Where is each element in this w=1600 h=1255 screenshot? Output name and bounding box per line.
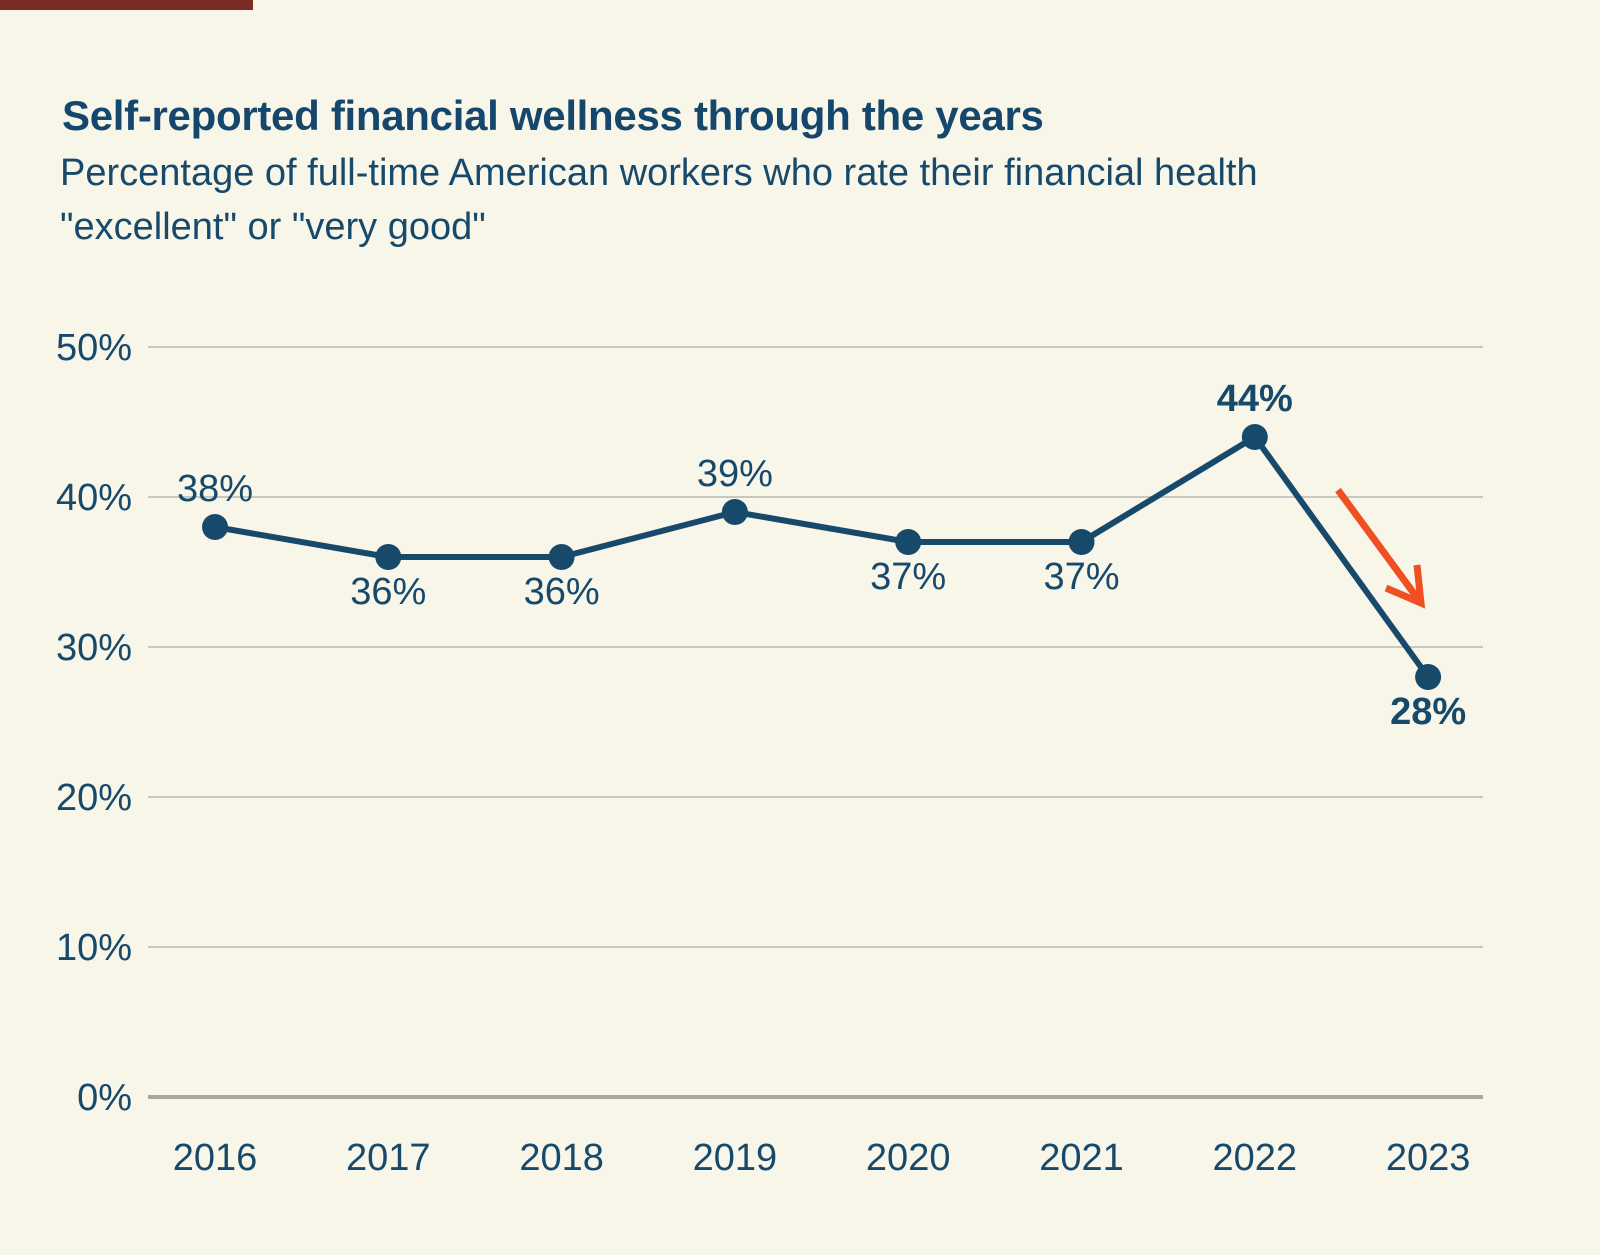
data-point-2022	[1241, 424, 1268, 450]
data-point-2016	[202, 514, 228, 540]
data-label-2023: 28%	[1390, 691, 1466, 733]
x-axis-label-2021: 2021	[1039, 1137, 1124, 1179]
x-axis-label-2020: 2020	[866, 1137, 951, 1179]
y-axis-label-30%: 30%	[56, 627, 132, 669]
x-axis-label-2018: 2018	[519, 1137, 604, 1179]
y-axis-label-50%: 50%	[56, 327, 132, 369]
data-label-2021: 37%	[1043, 556, 1119, 598]
y-axis-label-40%: 40%	[56, 477, 132, 519]
data-label-2019: 39%	[697, 453, 773, 495]
chart-subtitle: Percentage of full-time American workers…	[60, 146, 1258, 254]
data-point-2023	[1415, 664, 1442, 690]
data-label-2018: 36%	[524, 571, 600, 613]
chart-subtitle-line-1: Percentage of full-time American workers…	[60, 152, 1258, 194]
y-axis-label-20%: 20%	[56, 777, 132, 819]
data-label-2022: 44%	[1217, 378, 1293, 420]
data-point-2020	[895, 529, 922, 555]
data-point-2017	[375, 544, 402, 570]
data-point-2018	[548, 544, 575, 570]
data-point-2021	[1068, 529, 1095, 555]
chart-subtitle-line-2: "excellent" or "very good"	[60, 206, 486, 248]
x-axis-label-2022: 2022	[1213, 1137, 1298, 1179]
data-point-2019	[721, 499, 748, 525]
data-label-2017: 36%	[350, 571, 426, 613]
data-label-2020: 37%	[870, 556, 946, 598]
data-label-2016: 38%	[177, 468, 253, 510]
chart-title: Self-reported financial wellness through…	[62, 92, 1044, 140]
x-axis-label-2019: 2019	[693, 1137, 778, 1179]
y-axis-label-10%: 10%	[56, 927, 132, 969]
decline-arrow-icon	[1335, 487, 1426, 609]
x-axis-label-2016: 2016	[173, 1137, 258, 1179]
series-line	[212, 434, 1432, 680]
y-axis-label-0%: 0%	[77, 1077, 132, 1119]
x-axis-label-2023: 2023	[1386, 1137, 1471, 1179]
x-axis-label-2017: 2017	[346, 1137, 431, 1179]
scroll-progress-bar	[0, 0, 253, 10]
